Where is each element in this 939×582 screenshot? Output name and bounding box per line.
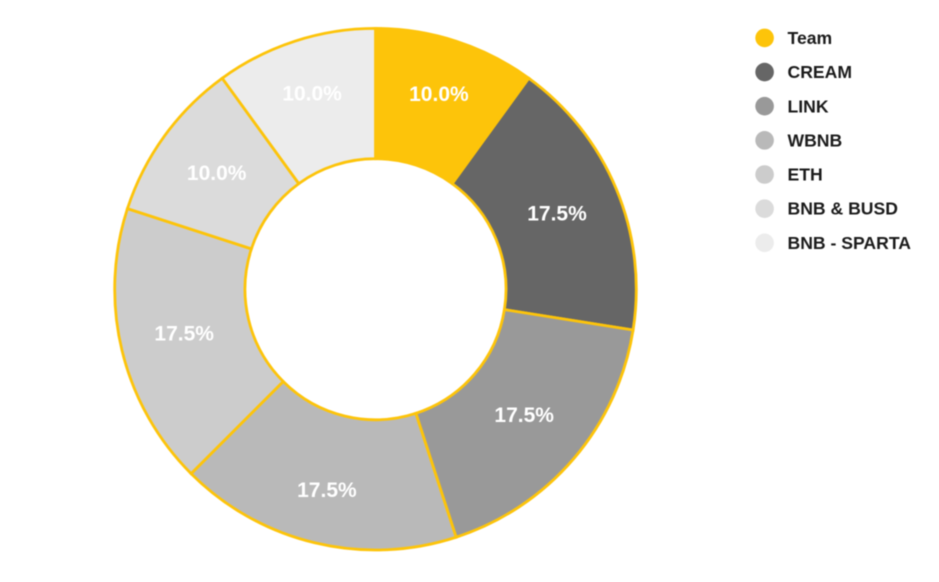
svg-text:ETH: ETH: [788, 165, 823, 185]
svg-text:Team: Team: [788, 28, 833, 48]
svg-text:CREAM: CREAM: [788, 62, 853, 82]
svg-text:BNB - SPARTA: BNB - SPARTA: [788, 233, 912, 253]
svg-text:17.5%: 17.5%: [154, 323, 214, 346]
svg-text:10.0%: 10.0%: [282, 83, 342, 106]
svg-text:BNB & BUSD: BNB & BUSD: [788, 199, 898, 219]
svg-text:LINK: LINK: [788, 96, 829, 116]
svg-text:17.5%: 17.5%: [494, 404, 554, 427]
svg-text:10.0%: 10.0%: [187, 162, 247, 185]
svg-text:10.0%: 10.0%: [409, 83, 469, 106]
svg-text:17.5%: 17.5%: [297, 479, 357, 502]
svg-text:17.5%: 17.5%: [527, 203, 587, 226]
svg-text:WBNB: WBNB: [788, 130, 843, 150]
